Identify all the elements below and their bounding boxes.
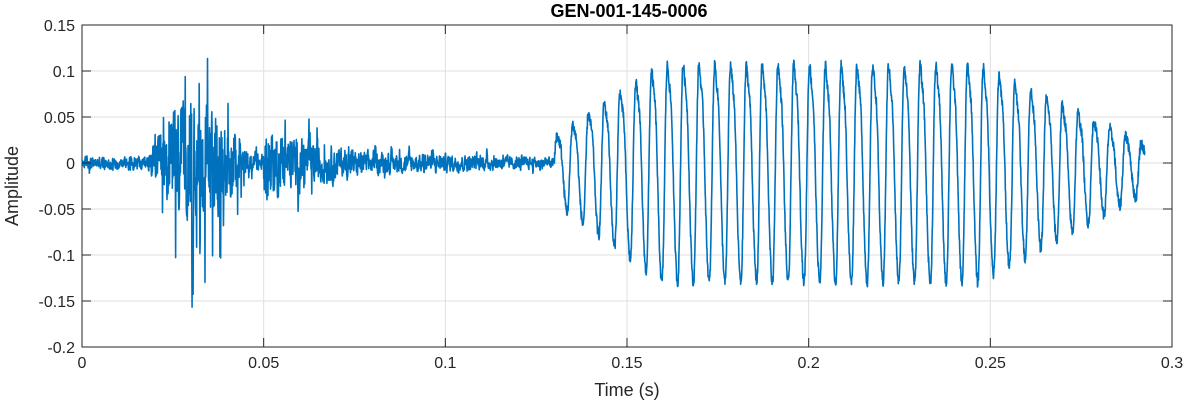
x-tick-label: 0.1 [434,355,456,372]
y-tick-label: 0.05 [44,110,75,127]
waveform-series-line [81,57,1146,308]
x-tick-label: 0.3 [1161,355,1183,372]
x-tick-label: 0.15 [611,355,642,372]
y-tick-label: -0.2 [47,340,75,357]
chart-title: GEN-001-145-0006 [550,1,707,21]
y-tick-labels: -0.2 -0.15 -0.1 -0.05 0 0.05 0.1 0.15 [39,18,76,357]
y-tick-label: -0.1 [47,248,75,265]
y-axis-label: Amplitude [2,146,22,226]
x-axis-label: Time (s) [594,380,659,400]
x-tick-label: 0.05 [248,355,279,372]
y-tick-label: -0.05 [39,202,76,219]
y-tick-label: 0 [66,156,75,173]
x-tick-labels: 0 0.05 0.1 0.15 0.2 0.25 0.3 [78,355,1184,372]
y-tick-label: -0.15 [39,294,76,311]
x-tick-label: 0 [78,355,87,372]
y-tick-label: 0.1 [53,64,75,81]
grid-lines [82,25,1172,347]
x-tick-label: 0.2 [798,355,820,372]
x-tick-label: 0.25 [975,355,1006,372]
series-layer [81,57,1146,308]
tick-marks [81,24,1173,348]
y-tick-label: 0.15 [44,18,75,35]
